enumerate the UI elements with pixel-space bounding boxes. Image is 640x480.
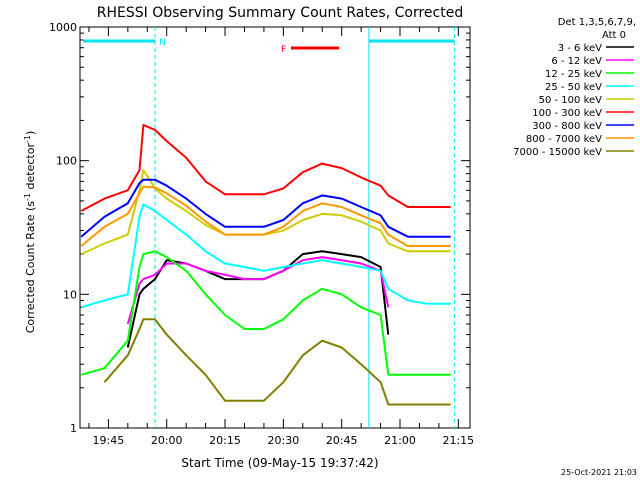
- x-tick-label: 20:00: [151, 434, 183, 447]
- series-line-9: [103, 318, 451, 406]
- plot-frame: [79, 26, 471, 429]
- x-tick-label: 21:00: [384, 434, 416, 447]
- legend-entry-label: 50 - 100 keV: [539, 95, 603, 106]
- series-line-7: [80, 178, 451, 238]
- y-tick-label: 100: [56, 155, 77, 168]
- series-line-6: [80, 124, 451, 212]
- y-tick-label: 10: [63, 288, 77, 301]
- legend-entry-label: 25 - 50 keV: [545, 82, 602, 93]
- x-tick-label: 19:45: [93, 434, 125, 447]
- legend-entry-label: 6 - 12 keV: [551, 56, 602, 67]
- legend-entry-label: 7000 - 15000 keV: [513, 147, 602, 158]
- y-axis-label-sup2: -1: [23, 135, 32, 143]
- flare-marker-label: F: [281, 45, 286, 55]
- footer-timestamp: 25-Oct-2021 21:03: [561, 468, 637, 477]
- x-tick-label: 20:15: [209, 434, 241, 447]
- legend-title: Det 1,3,5,6,7,9,: [558, 17, 636, 28]
- y-axis-label: Corrected Count Rate (s-1 detector-1): [23, 131, 37, 334]
- plot-area: 1 10 100 1000 19:45 20:00 20:15 20:30 20:45 21:00…: [49, 21, 474, 447]
- series-line-8: [80, 185, 451, 247]
- x-tick-label: 20:30: [268, 434, 300, 447]
- night-marker-label: N: [159, 38, 166, 48]
- y-axis-label-sup1: -1: [23, 193, 32, 201]
- series-line-4: [80, 203, 451, 309]
- legend-entry-label: 12 - 25 keV: [545, 69, 602, 80]
- chart-title: RHESSI Observing Summary Count Rates, Co…: [97, 5, 463, 21]
- legend-entry-label: 100 - 300 keV: [532, 108, 602, 119]
- y-tick-label: 1000: [49, 21, 77, 34]
- series-line-3: [80, 250, 451, 376]
- legend-subtitle: Att 0: [602, 30, 626, 41]
- legend: Det 1,3,5,6,7,9, Att 0 3 - 6 keV 6 - 12 k…: [513, 17, 636, 158]
- x-tick-label: 21:15: [442, 434, 474, 447]
- legend-entry-label: 3 - 6 keV: [558, 43, 602, 54]
- y-axis-label-mid: detector: [24, 143, 37, 193]
- legend-entry-label: 300 - 800 keV: [532, 121, 602, 132]
- y-axis-label-end: ): [24, 131, 37, 135]
- legend-entry-label: 800 - 7000 keV: [526, 134, 602, 145]
- series-line-2: [126, 256, 390, 325]
- x-tick-label: 20:45: [326, 434, 358, 447]
- y-tick-label: 1: [70, 422, 77, 435]
- x-axis-label: Start Time (09-May-15 19:37:42): [181, 456, 378, 470]
